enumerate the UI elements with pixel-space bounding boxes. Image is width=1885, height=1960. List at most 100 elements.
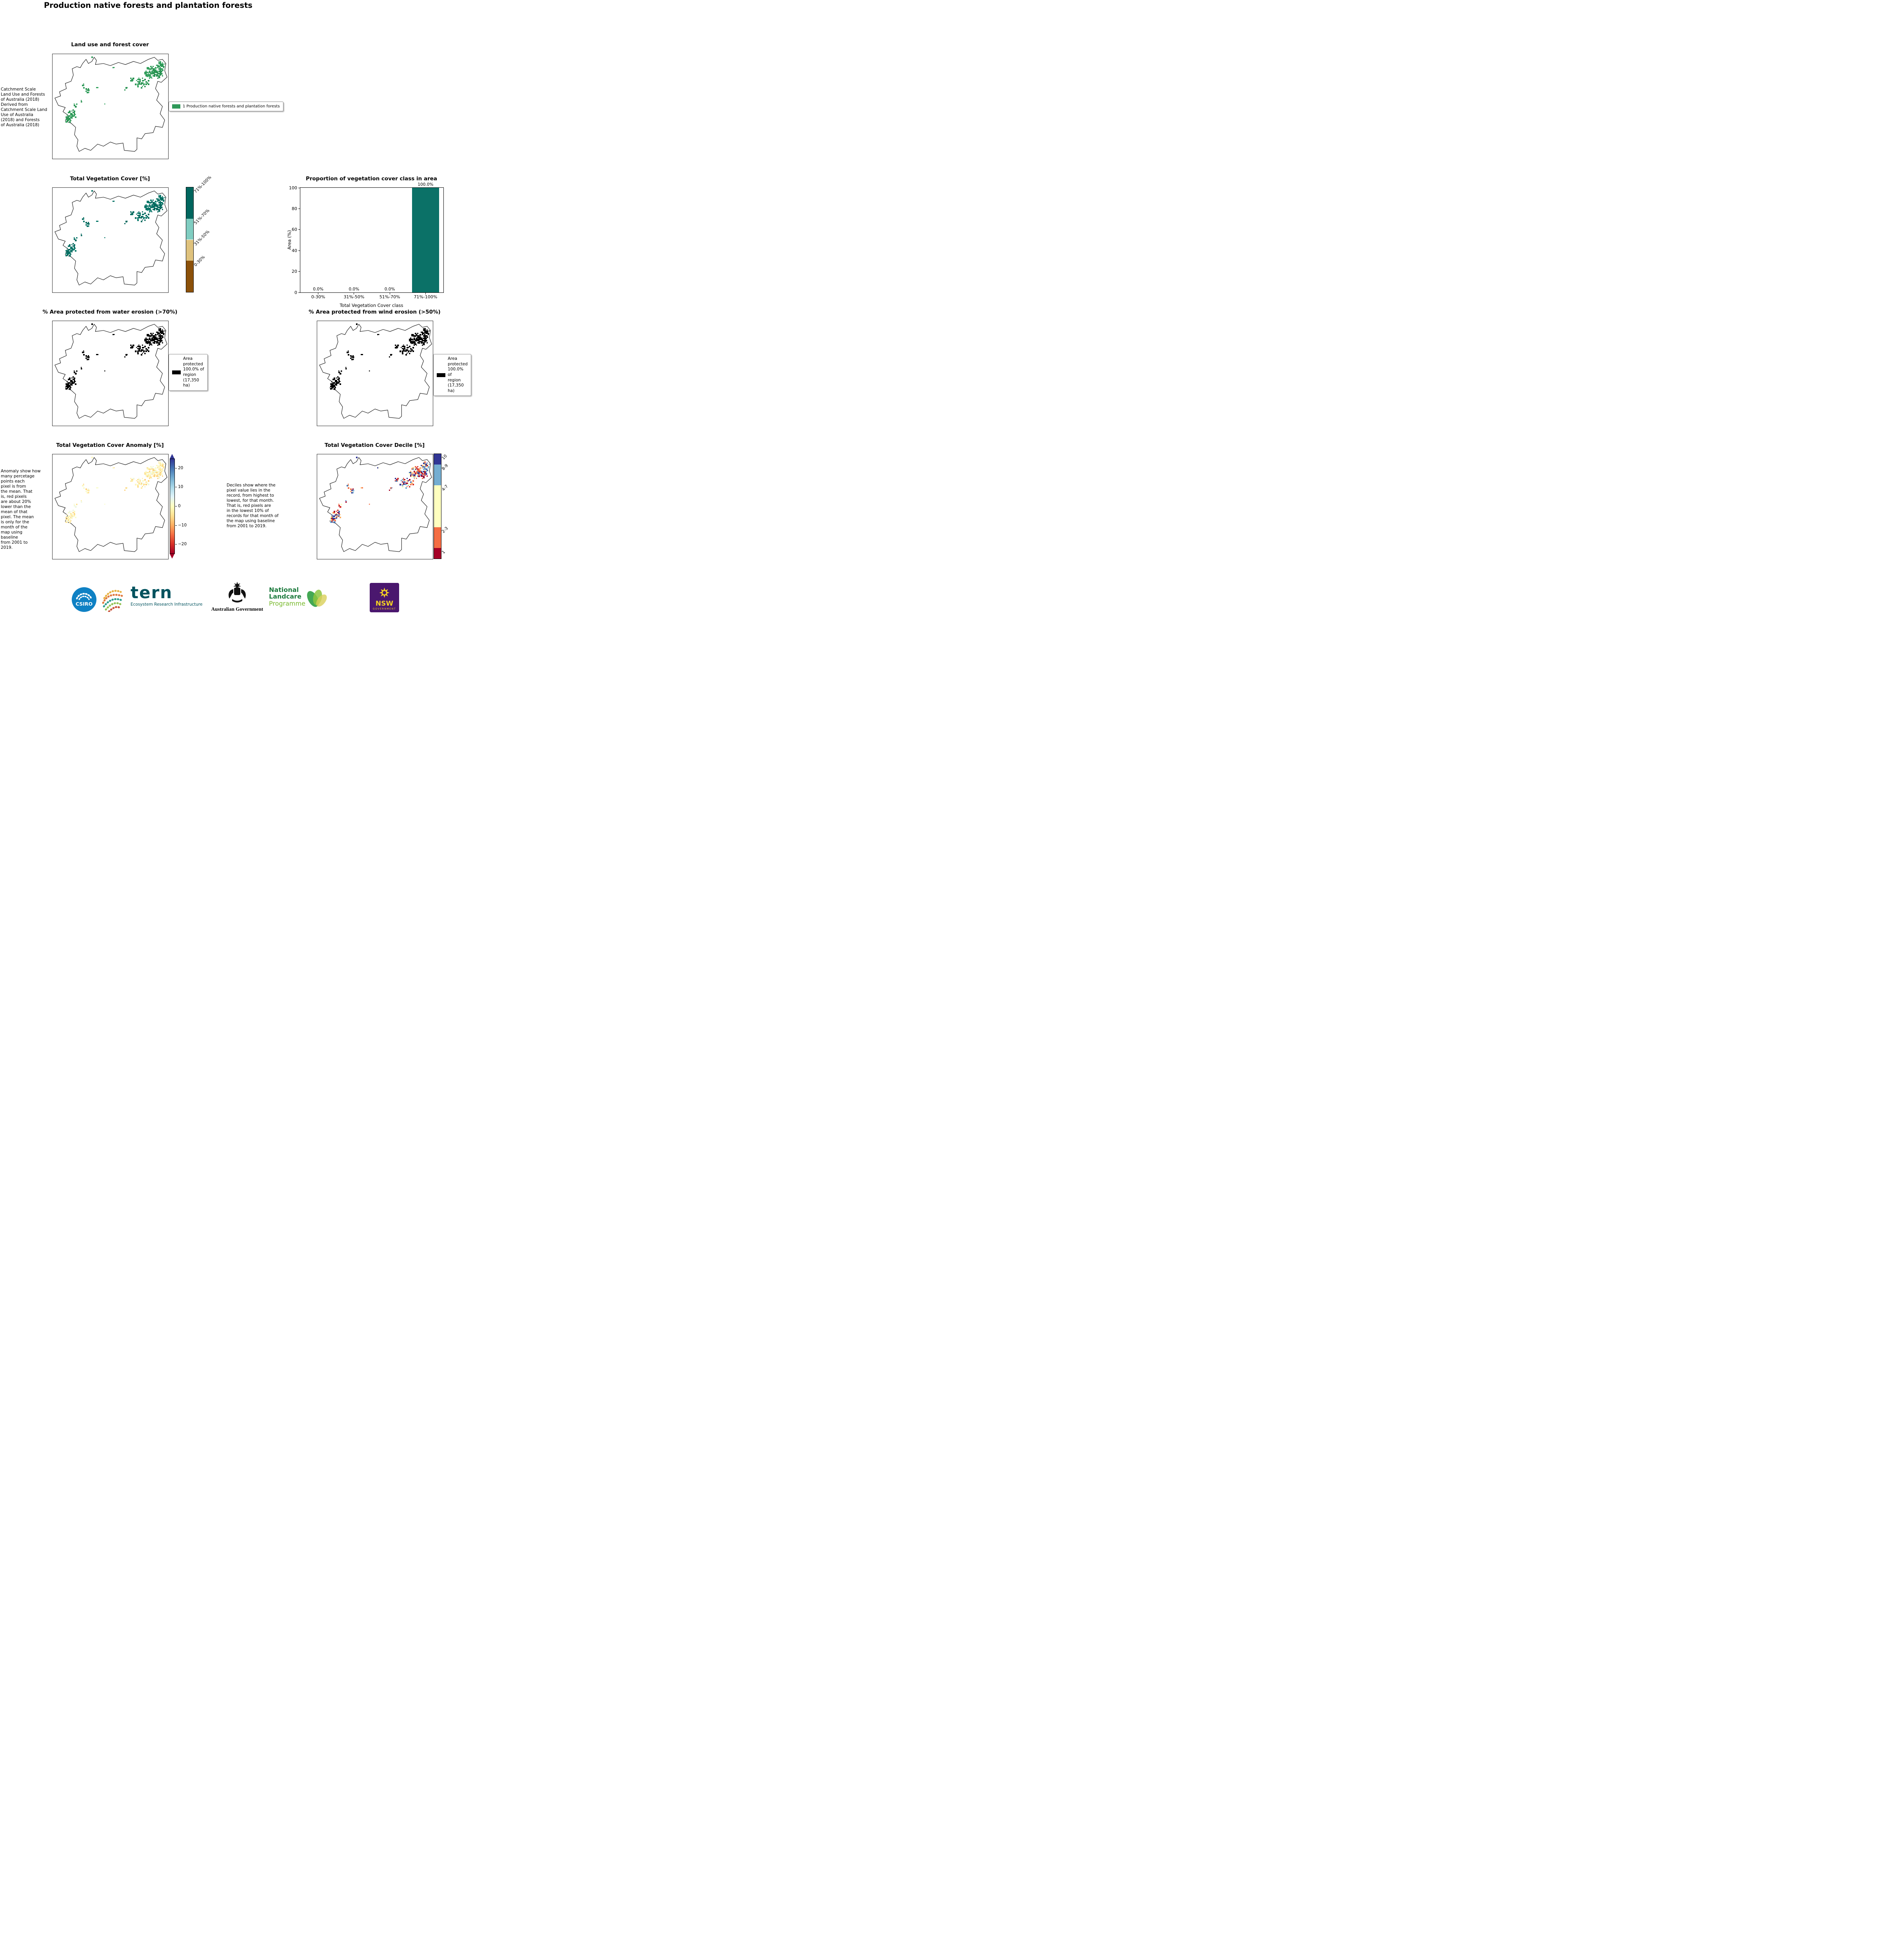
map-pixel (338, 377, 340, 379)
map-pixel (124, 223, 125, 224)
map-pixel (154, 474, 155, 476)
landuse-panel-title: Land use and forest cover (71, 42, 149, 48)
map-pixel (350, 488, 352, 490)
colorbar-segment (434, 527, 441, 548)
map-pixel (157, 474, 158, 475)
map-pixel (417, 339, 419, 340)
map-pixel (158, 195, 160, 196)
map-pixel (67, 383, 68, 385)
colorbar-class-label: 31%-50% (193, 229, 211, 247)
map-pixel (85, 88, 87, 90)
map-pixel (156, 65, 157, 66)
map-pixel (409, 353, 410, 354)
map-pixel (155, 338, 156, 339)
map-pixel (396, 480, 398, 482)
map-pixel (377, 467, 378, 468)
map-pixel (162, 65, 163, 66)
map-pixel (143, 217, 145, 219)
map-pixel (417, 473, 418, 474)
map-pixel (74, 512, 75, 513)
map-pixel (88, 223, 90, 225)
map-pixel (410, 350, 412, 352)
map-pixel (74, 370, 75, 372)
map-pixel (148, 474, 149, 476)
map-pixel (70, 114, 72, 116)
map-pixel (149, 210, 150, 211)
map-pixel (150, 466, 152, 468)
y-tick-mark (298, 292, 300, 293)
y-tick-label: 60 (292, 227, 297, 232)
map-pixel (153, 468, 154, 470)
map-pixel (412, 475, 414, 477)
map-pixel (141, 484, 142, 485)
map-pixel (331, 388, 332, 389)
map-pixel (409, 486, 410, 488)
map-pixel (155, 472, 156, 473)
y-tick-mark (298, 271, 300, 272)
map-pixel (160, 69, 162, 71)
map-pixel (425, 339, 427, 340)
map-pixel (424, 329, 425, 330)
map-pixel (133, 78, 134, 80)
map-pixel (148, 75, 149, 77)
map-pixel (411, 342, 413, 344)
map-pixel (143, 484, 145, 485)
map-pixel (65, 121, 67, 123)
map-pixel (405, 484, 407, 485)
map-pixel (162, 200, 163, 201)
map-pixel (161, 472, 162, 473)
map-pixel (70, 118, 71, 119)
map-pixel (158, 475, 160, 477)
map-pixel (156, 339, 158, 340)
map-pixel (88, 488, 89, 490)
map-pixel (67, 518, 69, 520)
map-pixel (412, 335, 414, 337)
map-pixel (140, 347, 141, 348)
map-pixel (158, 196, 160, 198)
map-pixel (68, 383, 69, 385)
map-pixel (153, 72, 154, 73)
map-pixel (416, 472, 418, 474)
map-pixel (158, 66, 160, 67)
map-pixel (425, 468, 427, 470)
map-pixel (75, 514, 76, 515)
y-tick-mark (298, 250, 300, 251)
map-pixel (150, 76, 152, 78)
map-pixel (67, 118, 69, 120)
map-pixel (425, 330, 427, 332)
map-pixel (137, 486, 139, 488)
map-pixel (157, 333, 158, 334)
map-pixel (160, 465, 161, 466)
map-pixel (83, 217, 84, 218)
map-pixel (410, 474, 412, 476)
map-pixel (83, 352, 84, 353)
map-pixel (408, 347, 409, 348)
map-pixel (144, 73, 146, 74)
map-pixel (157, 208, 158, 209)
map-pixel (81, 501, 82, 503)
map-pixel (133, 478, 134, 480)
map-pixel (356, 457, 358, 458)
map-pixel (67, 386, 68, 387)
map-pixel (130, 80, 131, 81)
map-pixel (161, 330, 162, 332)
map-pixel (424, 467, 425, 468)
decile-panel-title: Total Vegetation Cover Decile [%] (324, 442, 425, 448)
map-pixel (395, 480, 396, 481)
map-pixel (74, 245, 75, 247)
map-pixel (407, 478, 408, 479)
map-pixel (74, 237, 75, 238)
map-pixel (340, 517, 341, 519)
map-pixel (418, 468, 420, 470)
map-pixel (336, 381, 338, 383)
map-pixel (96, 487, 97, 488)
map-pixel (70, 387, 71, 388)
map-pixel (97, 87, 98, 88)
map-pixel (144, 217, 145, 218)
landcare-line3: Programme (269, 599, 305, 607)
map-pixel (337, 512, 338, 513)
map-pixel (148, 347, 150, 349)
map-pixel (148, 480, 150, 482)
map-pixel (74, 380, 75, 381)
map-pixel (405, 350, 407, 352)
